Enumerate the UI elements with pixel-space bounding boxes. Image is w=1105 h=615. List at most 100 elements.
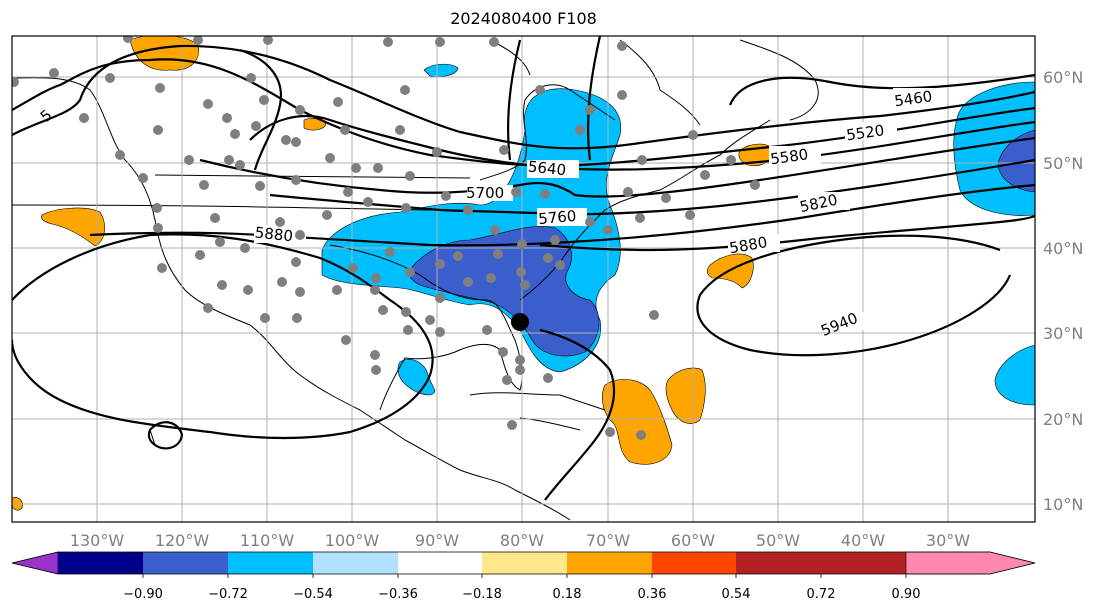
station-dot xyxy=(540,189,550,199)
station-dot xyxy=(507,420,517,430)
station-dot xyxy=(123,36,133,43)
station-markers xyxy=(12,36,760,440)
coastlines-and-borders xyxy=(12,39,819,521)
lon-label: 130°W xyxy=(70,531,125,550)
station-dot xyxy=(291,137,301,147)
station-dot xyxy=(463,277,473,287)
lon-label: 70°W xyxy=(586,531,630,550)
station-dot xyxy=(222,113,232,123)
station-dot xyxy=(511,187,521,197)
colorbar-bin xyxy=(228,552,313,574)
lat-label: 20°N xyxy=(1043,410,1083,429)
station-dot xyxy=(726,155,736,165)
station-dot xyxy=(340,125,350,135)
station-dot xyxy=(635,213,645,223)
station-dot xyxy=(322,210,332,220)
station-dot xyxy=(543,253,553,263)
map-plot-area: 5460 5520 5580 5640 5700 5760 5820 5880 … xyxy=(12,36,1035,522)
station-dot xyxy=(543,373,553,383)
station-dot xyxy=(435,259,445,269)
station-dot xyxy=(617,90,627,100)
station-dot xyxy=(295,230,305,240)
colorbar-tick-label: −0.18 xyxy=(462,587,502,602)
station-dot xyxy=(203,303,213,313)
station-dot xyxy=(292,313,302,323)
colorbar-tick-label: −0.90 xyxy=(123,587,163,602)
colorbar-tick-label: 0.90 xyxy=(892,587,921,602)
station-dot xyxy=(363,197,373,207)
station-dot xyxy=(441,191,451,201)
contour-label: 5460 xyxy=(893,87,933,110)
station-dot xyxy=(277,277,287,287)
station-dot xyxy=(575,125,585,135)
station-dot xyxy=(405,267,415,277)
lon-label: 30°W xyxy=(926,531,970,550)
lon-label: 110°W xyxy=(240,531,295,550)
station-dot xyxy=(453,251,463,261)
contour-label: 5700 xyxy=(466,184,504,202)
station-dot xyxy=(224,155,234,165)
station-dot xyxy=(435,293,445,303)
lat-label: 50°N xyxy=(1043,154,1083,173)
lat-label: 40°N xyxy=(1043,239,1083,258)
contour-label: 5880 xyxy=(254,223,294,245)
lat-label: 10°N xyxy=(1043,495,1083,514)
colorbar-bin xyxy=(652,552,736,574)
station-dot xyxy=(184,155,194,165)
station-dot xyxy=(490,225,500,235)
station-dot xyxy=(516,267,526,277)
colorbar-low-extend xyxy=(11,551,59,575)
station-dot xyxy=(435,37,445,47)
colorbar: −0.90 −0.72 −0.54 −0.36 −0.18 0.18 0.36 … xyxy=(11,551,1036,602)
station-dot xyxy=(401,307,411,317)
station-dot xyxy=(295,287,305,297)
station-dot xyxy=(425,315,435,325)
station-dot xyxy=(432,147,442,157)
storm-center-marker xyxy=(511,313,529,331)
station-dot xyxy=(499,145,509,155)
lon-label: 50°W xyxy=(756,531,800,550)
station-dot xyxy=(515,355,525,365)
lat-label: 30°N xyxy=(1043,324,1083,343)
colorbar-bin xyxy=(143,552,228,574)
colorbar-bin xyxy=(398,552,482,574)
lon-label: 60°W xyxy=(671,531,715,550)
station-dot xyxy=(275,217,285,227)
station-dot xyxy=(325,153,335,163)
station-dot xyxy=(498,347,508,357)
station-dot xyxy=(637,155,647,165)
station-dot xyxy=(700,170,710,180)
station-dot xyxy=(661,193,671,203)
station-dot xyxy=(240,243,250,253)
station-dot xyxy=(291,175,301,185)
station-dot xyxy=(585,105,595,115)
colorbar-tick-label: −0.72 xyxy=(208,587,248,602)
station-dot xyxy=(49,68,59,78)
station-dot xyxy=(370,350,380,360)
station-dot xyxy=(623,187,633,197)
station-dot xyxy=(371,365,381,375)
station-dot xyxy=(203,99,213,109)
station-dot xyxy=(115,150,125,160)
contour-label: 5520 xyxy=(845,121,885,144)
station-dot xyxy=(351,163,361,173)
contour-label: 5640 xyxy=(527,157,567,179)
station-dot xyxy=(603,225,613,235)
station-dot xyxy=(348,263,358,273)
station-dot xyxy=(463,205,473,215)
station-dot xyxy=(341,335,351,345)
station-dot xyxy=(649,310,659,320)
colorbar-bin xyxy=(482,552,567,574)
station-dot xyxy=(157,263,167,273)
station-dot xyxy=(395,125,405,135)
station-dot xyxy=(517,239,527,249)
station-dot xyxy=(515,365,525,375)
station-dot xyxy=(435,327,445,337)
station-dot xyxy=(617,41,627,51)
station-dot xyxy=(535,85,545,95)
station-dot xyxy=(520,280,530,290)
colorbar-tick-label: −0.36 xyxy=(378,587,418,602)
station-dot xyxy=(259,95,269,105)
station-dot xyxy=(153,125,163,135)
station-dot xyxy=(152,203,162,213)
